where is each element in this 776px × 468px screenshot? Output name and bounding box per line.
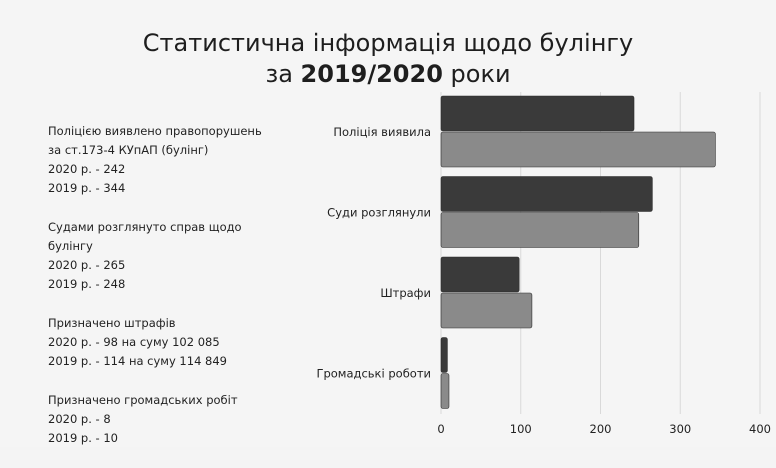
bar — [440, 95, 635, 132]
bar — [440, 256, 520, 293]
bar — [440, 337, 448, 373]
note-line: 2020 р. - 265 — [48, 258, 126, 272]
note-line: 2020 р. - 8 — [48, 412, 111, 426]
note-line: Призначено штрафів — [48, 316, 176, 330]
note-line: булінгу — [48, 239, 93, 253]
page: Статистична інформація щодо булінгу за 2… — [0, 28, 776, 445]
bar — [440, 176, 653, 212]
category-label: Громадські роботи — [316, 367, 431, 381]
x-tick-label: 400 — [749, 422, 771, 436]
title-years: 2019/2020 — [300, 60, 443, 88]
notes-panel: Поліцією виявлено правопорушень за ст.17… — [48, 122, 318, 468]
bar — [440, 373, 450, 409]
note-fines: Призначено штрафів 2020 р. - 98 на суму … — [48, 314, 318, 371]
title-prefix: за — [265, 60, 301, 88]
note-line: за ст.173-4 КУпАП (булінг) — [48, 143, 209, 157]
note-line: Призначено громадських робіт — [48, 393, 238, 407]
note-line: 2019 р. - 248 — [48, 277, 126, 291]
x-tick-label: 300 — [669, 422, 691, 436]
title-line-2: за 2019/2020 роки — [0, 59, 776, 90]
bar — [440, 131, 716, 168]
note-line: 2019 р. - 114 на суму 114 849 — [48, 354, 227, 368]
note-community-work: Призначено громадських робіт 2020 р. - 8… — [48, 391, 318, 448]
bar — [440, 292, 533, 329]
category-label: Поліція виявила — [333, 125, 431, 139]
bar — [440, 212, 640, 248]
chart-title: Статистична інформація щодо булінгу за 2… — [0, 28, 776, 90]
note-line: 2020 р. - 242 — [48, 162, 126, 176]
note-line: 2019 р. - 10 — [48, 431, 118, 445]
title-line-1: Статистична інформація щодо булінгу — [142, 29, 634, 57]
category-label: Штрафи — [380, 286, 431, 300]
note-line: Поліцією виявлено правопорушень — [48, 124, 262, 138]
note-courts: Судами розглянуто справ щодо булінгу 202… — [48, 218, 318, 294]
note-line: 2020 р. - 98 на суму 102 085 — [48, 335, 220, 349]
title-suffix: роки — [442, 60, 511, 88]
note-line: Судами розглянуто справ щодо — [48, 220, 242, 234]
x-tick-label: 100 — [510, 422, 532, 436]
x-tick-label: 200 — [590, 422, 612, 436]
category-label: Суди розглянули — [327, 206, 431, 220]
x-tick-label: 0 — [437, 422, 444, 436]
note-police: Поліцією виявлено правопорушень за ст.17… — [48, 122, 318, 198]
note-line: 2019 р. - 344 — [48, 181, 126, 195]
bar-chart: 0 100 200 300 400 Поліція виявила Суди розглян… — [316, 92, 771, 436]
